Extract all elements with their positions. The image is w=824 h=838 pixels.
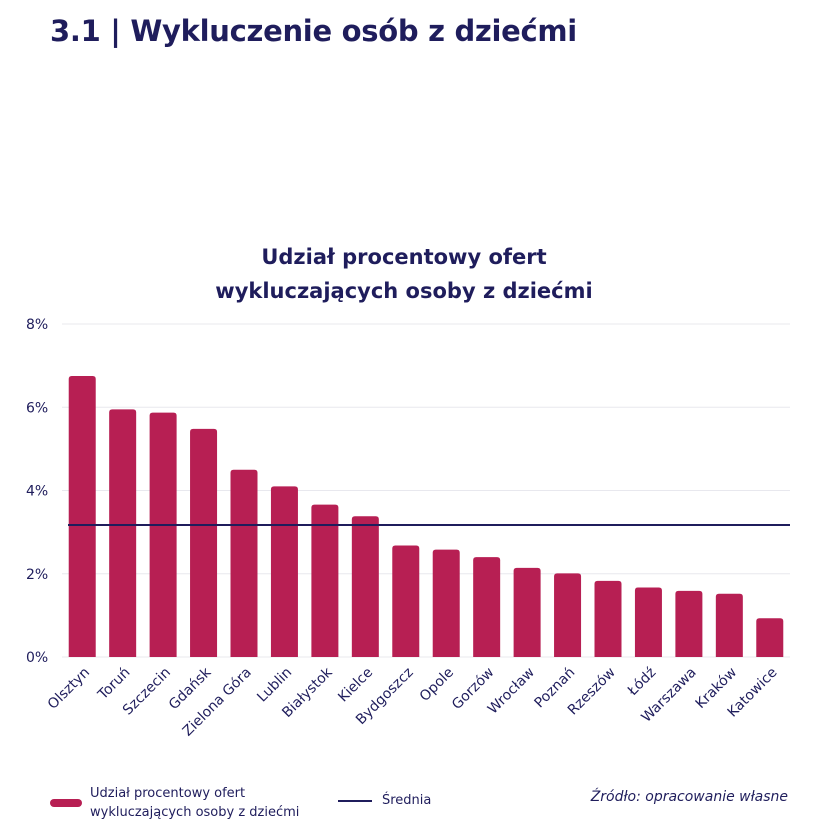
bar bbox=[392, 545, 420, 657]
bar bbox=[270, 486, 298, 657]
legend-bar-label-line-1: Udział procentowy ofert bbox=[90, 786, 246, 801]
chart-title-line-2: wykluczających osoby z dziećmi bbox=[215, 279, 593, 303]
bar bbox=[634, 587, 662, 657]
x-tick-label: Olsztyn bbox=[45, 665, 93, 713]
y-tick-label: 2% bbox=[26, 567, 48, 583]
bar bbox=[351, 516, 379, 657]
bar bbox=[513, 567, 541, 657]
y-tick-label: 0% bbox=[26, 650, 48, 666]
y-tick-label: 6% bbox=[26, 400, 48, 416]
chart-title-line-1: Udział procentowy ofert bbox=[261, 245, 547, 269]
bar bbox=[230, 469, 258, 657]
source-note: Źródło: opracowanie własne bbox=[590, 789, 788, 805]
bar bbox=[715, 593, 743, 657]
bar bbox=[675, 590, 703, 657]
legend-bar-label-line-2: wykluczających osoby z dziećmi bbox=[90, 805, 300, 820]
bar bbox=[109, 409, 137, 657]
x-tick-label: Toruń bbox=[94, 665, 133, 704]
bar bbox=[594, 580, 622, 657]
bar bbox=[68, 376, 96, 657]
bar bbox=[473, 557, 501, 657]
legend-bar-label: Udział procentowy ofert wykluczających o… bbox=[90, 784, 299, 822]
bar bbox=[756, 618, 784, 657]
legend-line-swatch bbox=[338, 799, 372, 802]
page-title: 3.1 | Wykluczenie osób z dziećmi bbox=[50, 14, 577, 48]
bar-chart: 0%2%4%6%8%Olsztyn ToruńSzczecinGdańskZiel… bbox=[26, 317, 790, 740]
legend-average-label: Średnia bbox=[382, 793, 432, 808]
y-tick-label: 8% bbox=[26, 317, 48, 333]
legend-bar-swatch bbox=[50, 799, 82, 807]
legend-item-average: Średnia bbox=[338, 793, 431, 808]
x-tick-label: Łódź bbox=[624, 665, 659, 700]
legend-item-bars: Udział procentowy ofert wykluczających o… bbox=[50, 784, 299, 822]
y-tick-label: 4% bbox=[26, 484, 48, 500]
chart-title: Udział procentowy ofert wykluczających o… bbox=[0, 240, 808, 308]
bar bbox=[311, 504, 339, 657]
bar bbox=[149, 412, 177, 657]
bar bbox=[554, 573, 582, 657]
bar bbox=[432, 549, 460, 657]
bar bbox=[190, 428, 218, 657]
